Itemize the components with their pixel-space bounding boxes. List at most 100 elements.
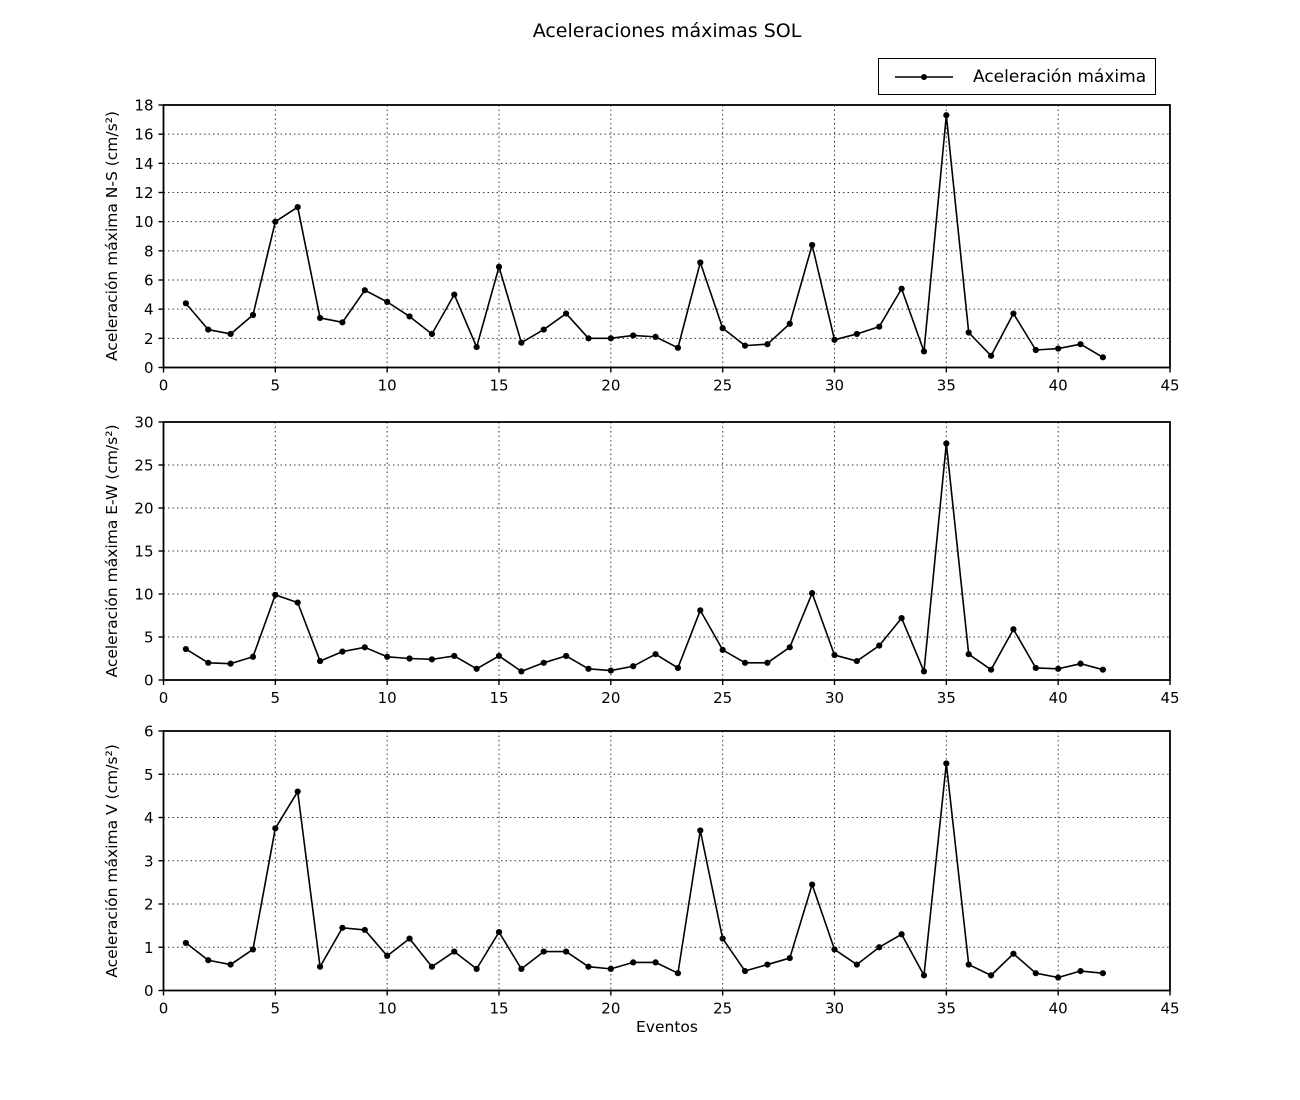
- data-point-marker: [1099, 970, 1106, 977]
- data-point-marker: [630, 663, 637, 670]
- x-tick-label: 0: [159, 689, 169, 707]
- x-tick-label: 40: [1049, 377, 1068, 395]
- data-point-marker: [876, 323, 883, 330]
- data-point-marker: [630, 332, 637, 339]
- data-point-marker: [987, 666, 995, 673]
- y-tick-label: 20: [134, 500, 153, 518]
- data-point-marker: [473, 343, 480, 351]
- data-point-marker: [943, 760, 950, 767]
- axes-frame: [162, 104, 1171, 369]
- data-point-marker: [316, 963, 324, 970]
- data-point-marker: [831, 946, 838, 953]
- data-point-marker: [1055, 665, 1062, 672]
- y-tick-label: 2: [144, 330, 154, 348]
- x-tick-label: 20: [601, 1000, 620, 1018]
- data-point-marker: [943, 112, 950, 119]
- y-tick-label: 6: [144, 723, 154, 741]
- y-tick-label: 10: [134, 213, 153, 231]
- x-tick-label: 45: [1160, 1000, 1179, 1018]
- data-point-marker: [316, 657, 324, 665]
- data-point-marker: [898, 931, 905, 938]
- x-tick-label: 15: [489, 1000, 508, 1018]
- data-point-marker: [1077, 341, 1084, 348]
- data-point-marker: [1099, 354, 1106, 361]
- data-point-marker: [965, 651, 972, 658]
- data-point-marker: [1010, 626, 1017, 633]
- line-dot-icon: [895, 73, 953, 80]
- chart-title: Aceleraciones máximas SOL: [532, 20, 802, 42]
- x-tick-label: 10: [378, 689, 397, 707]
- data-point-marker: [898, 285, 905, 292]
- data-point-marker: [786, 954, 793, 962]
- y-tick-label: 0: [144, 359, 154, 377]
- data-point-marker: [920, 668, 928, 675]
- data-point-marker: [182, 645, 189, 653]
- data-point-marker: [294, 788, 301, 795]
- y-tick-label: 1: [144, 939, 154, 957]
- data-point-marker: [518, 965, 525, 972]
- data-point-marker: [764, 961, 771, 968]
- data-point-marker: [1032, 346, 1039, 354]
- data-point-marker: [920, 972, 928, 979]
- data-point-marker: [294, 203, 301, 211]
- data-point-marker: [1077, 660, 1084, 667]
- series-line: [185, 442, 1104, 673]
- data-point-marker: [987, 352, 995, 359]
- x-tick-label: 30: [825, 377, 844, 395]
- data-point-marker: [809, 881, 816, 888]
- data-point-marker: [674, 344, 682, 351]
- y-tick-label: 4: [144, 301, 154, 319]
- y-axis-label-ew: Aceleración máxima E-W (cm/s²): [103, 424, 121, 678]
- data-point-marker: [741, 659, 749, 666]
- data-point-marker: [451, 948, 458, 955]
- data-point-marker: [205, 326, 212, 333]
- data-point-marker: [876, 944, 883, 951]
- y-axis-label-ns: Aceleración máxima N-S (cm/s²): [103, 111, 121, 361]
- y-tick-label: 3: [144, 852, 154, 870]
- y-tick-label: 5: [144, 766, 154, 784]
- data-point-marker: [943, 440, 950, 447]
- data-point-marker: [473, 965, 480, 972]
- data-point-marker: [182, 939, 189, 947]
- data-point-marker: [205, 659, 212, 666]
- data-point-marker: [227, 961, 234, 968]
- data-point-marker: [741, 967, 749, 975]
- data-point-marker: [764, 341, 771, 348]
- data-point-marker: [987, 972, 995, 979]
- data-point-marker: [361, 287, 368, 294]
- data-point-marker: [518, 339, 525, 346]
- y-tick-label: 6: [144, 272, 154, 290]
- y-tick-label: 0: [144, 672, 154, 690]
- data-point-marker: [406, 313, 413, 320]
- legend-label: Aceleración máxima: [973, 66, 1147, 87]
- data-point-marker: [361, 926, 368, 934]
- data-point-marker: [406, 655, 413, 662]
- data-point-marker: [384, 653, 391, 660]
- y-tick-label: 4: [144, 809, 154, 827]
- x-tick-label: 25: [713, 689, 732, 707]
- data-point-marker: [563, 310, 570, 317]
- data-point-marker: [272, 825, 279, 832]
- data-point-marker: [652, 959, 659, 966]
- x-tick-label: 30: [825, 689, 844, 707]
- data-point-marker: [428, 656, 435, 663]
- data-point-marker: [384, 952, 391, 960]
- y-tick-label: 2: [144, 896, 154, 914]
- data-point-marker: [1099, 666, 1106, 673]
- y-tick-label: 16: [134, 126, 153, 144]
- data-point-marker: [809, 241, 816, 249]
- data-point-marker: [831, 336, 838, 343]
- series-line: [185, 114, 1104, 358]
- data-point-marker: [339, 319, 346, 326]
- data-point-marker: [965, 329, 972, 336]
- data-point-marker: [540, 326, 547, 333]
- data-point-marker: [205, 957, 212, 964]
- data-point-marker: [585, 665, 592, 672]
- y-tick-label: 5: [144, 629, 154, 647]
- data-point-marker: [697, 259, 704, 266]
- data-point-marker: [920, 348, 928, 355]
- data-point-marker: [451, 652, 458, 660]
- data-point-marker: [249, 311, 257, 319]
- data-point-marker: [630, 959, 637, 966]
